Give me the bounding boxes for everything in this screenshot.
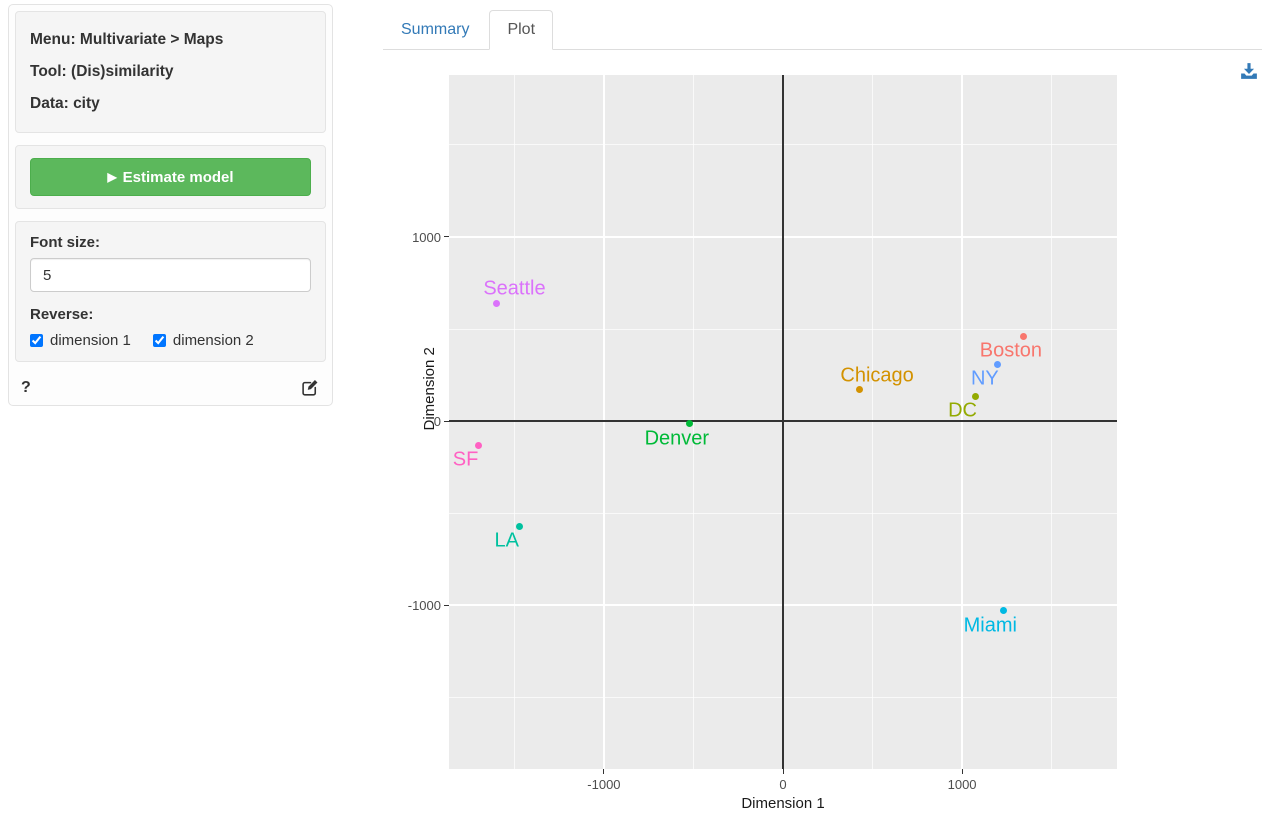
- tab-plot[interactable]: Plot: [489, 10, 554, 50]
- data-point-dc[interactable]: [972, 392, 980, 400]
- estimate-model-button[interactable]: ▶ Estimate model: [30, 158, 311, 196]
- download-plot-button[interactable]: [1240, 62, 1258, 80]
- data-point-chicago[interactable]: [855, 386, 863, 394]
- tool-info: Tool: (Dis)similarity: [30, 63, 174, 80]
- data-point-label-boston: Boston: [979, 339, 1042, 362]
- reverse-label: Reverse:: [30, 306, 94, 323]
- checkbox-icon[interactable]: [30, 334, 43, 347]
- data-point-label-seattle: Seattle: [483, 277, 546, 300]
- play-icon: ▶: [107, 169, 117, 184]
- data-point-sf[interactable]: [475, 441, 483, 449]
- model-info-panel: Menu: Multivariate > Maps Tool: (Dis)sim…: [15, 11, 326, 133]
- data-point-label-sf: SF: [452, 448, 479, 471]
- data-point-label-chicago: Chicago: [840, 364, 914, 387]
- x-axis-title: Dimension 1: [741, 795, 825, 812]
- tab-label[interactable]: Summary: [401, 21, 470, 38]
- font-size-input[interactable]: [30, 258, 311, 292]
- tab-bar: Summary Plot: [383, 10, 1262, 50]
- y-axis-tick: [444, 604, 449, 606]
- data-point-label-denver: Denver: [644, 427, 710, 450]
- x-axis-tick: [603, 769, 605, 774]
- data-point-label-dc: DC: [948, 399, 977, 422]
- data-point-label-ny: NY: [970, 367, 999, 390]
- data-point-label-la: LA: [494, 529, 519, 552]
- y-axis-tick-label: 0: [433, 414, 441, 430]
- tab-summary[interactable]: Summary: [383, 10, 487, 50]
- y-axis-tick: [444, 236, 449, 238]
- x-axis-tick-label: 1000: [947, 777, 977, 792]
- estimate-panel: ▶ Estimate model: [15, 145, 326, 209]
- checkbox-icon[interactable]: [152, 334, 166, 347]
- menu-info: Menu: Multivariate > Maps: [30, 31, 224, 48]
- data-point-ny[interactable]: [994, 360, 1002, 368]
- y-axis-title: Dimension 2: [421, 347, 439, 431]
- x-axis-tick: [961, 769, 963, 774]
- plot-container: Seattle SF LA Denver Chicago DC NY Boston Miami …: [378, 0, 1262, 814]
- x-axis-tick-label: -1000: [587, 777, 621, 792]
- x-zero-line: [782, 75, 784, 769]
- data-point-la[interactable]: [516, 522, 524, 530]
- sidebar-footer: ?: [15, 374, 326, 403]
- sidebar: Menu: Multivariate > Maps Tool: (Dis)sim…: [8, 4, 333, 406]
- y-zero-line: [449, 420, 1117, 422]
- reverse-dimension-2-checkbox[interactable]: dimension 2: [152, 332, 254, 349]
- checkbox-label: dimension 2: [172, 332, 254, 349]
- data-info: Data: city: [30, 95, 100, 112]
- y-axis-tick: [444, 420, 449, 422]
- tab-label[interactable]: Plot: [489, 10, 554, 50]
- data-point-denver[interactable]: [686, 420, 694, 428]
- plot-panel: Seattle SF LA Denver Chicago DC NY Boston Miami: [449, 75, 1117, 769]
- plot-settings-panel: Font size: Reverse: dimension 1dimension…: [15, 221, 326, 362]
- y-axis-tick-label: -1000: [407, 598, 441, 614]
- data-point-seattle[interactable]: [492, 299, 500, 307]
- data-point-boston[interactable]: [1020, 332, 1028, 340]
- help-button[interactable]: ?: [21, 378, 31, 396]
- data-point-label-miami: Miami: [963, 614, 1017, 637]
- edit-icon[interactable]: [301, 378, 320, 397]
- x-axis-tick-label: 0: [779, 777, 787, 792]
- reverse-dimension-1-checkbox[interactable]: dimension 1: [30, 332, 131, 349]
- main-panel: Summary Plot Seattle SF LA Denver Chicago DC NY…: [378, 0, 1262, 814]
- y-axis-tick-label: 1000: [412, 229, 441, 245]
- font-size-label: Font size:: [30, 234, 100, 251]
- data-point-miami[interactable]: [999, 607, 1007, 615]
- checkbox-label: dimension 1: [50, 332, 131, 349]
- reverse-checkbox-group: dimension 1 dimension 2: [30, 330, 311, 349]
- estimate-model-label: Estimate model: [122, 168, 234, 186]
- x-axis-tick: [782, 769, 784, 774]
